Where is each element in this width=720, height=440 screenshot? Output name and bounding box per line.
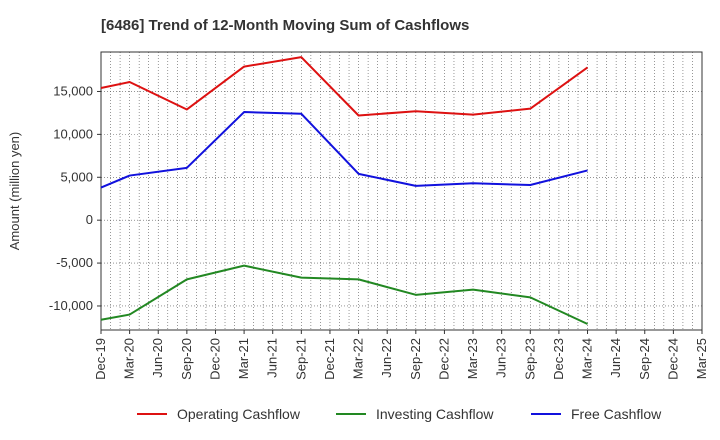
x-tick-label: Jun-24 [608,338,623,378]
x-tick-label: Sep-23 [522,338,537,380]
x-tick-label: Jun-20 [150,338,165,378]
x-tick-label: Jun-23 [494,338,509,378]
y-tick-label: -5,000 [56,255,93,270]
x-tick-label: Mar-23 [465,338,480,379]
legend-label: Free Cashflow [571,406,662,422]
x-tick-label: Dec-22 [436,338,451,380]
x-tick-label: Jun-21 [265,338,280,378]
legend-label: Operating Cashflow [177,406,301,422]
x-tick-label: Mar-21 [236,338,251,379]
y-tick-label: 0 [86,212,93,227]
x-tick-label: Dec-20 [207,338,222,380]
x-tick-label: Mar-24 [580,338,595,379]
y-tick-label: 5,000 [60,169,93,184]
y-tick-label: -10,000 [49,298,93,313]
legend-label: Investing Cashflow [376,406,494,422]
x-tick-label: Mar-20 [122,338,137,379]
legend: Operating Cashflow Investing Cashflow Free… [137,406,662,422]
x-tick-label: Sep-20 [179,338,194,380]
x-tick-label: Dec-19 [93,338,108,380]
y-tick-label: 15,000 [53,83,93,98]
x-tick-label: Sep-24 [637,338,652,380]
series-line-operating-cashflow [100,56,589,117]
x-tick-label: Dec-24 [665,338,680,380]
x-axis-ticks: Dec-19 Mar-20 Jun-20 Sep-20 Dec-20 Mar-21 Jun-… [93,330,709,380]
x-tick-label: Sep-21 [293,338,308,380]
plot-area-border [100,51,703,331]
grid-lines [100,52,702,330]
y-axis-ticks: 15,000 10,000 5,000 0 -5,000 -10,000 [49,83,101,313]
x-tick-label: Sep-22 [408,338,423,380]
x-tick-label: Mar-25 [694,338,709,379]
x-tick-label: Dec-21 [322,338,337,380]
chart-title: [6486] Trend of 12-Month Moving Sum of C… [101,17,469,34]
y-tick-label: 10,000 [53,126,93,141]
y-axis-label: Amount (million yen) [7,132,22,251]
series-line-free-cashflow [100,111,588,189]
series-line-investing-cashflow [100,264,588,325]
series-lines [100,56,589,325]
x-tick-label: Jun-22 [379,338,394,378]
x-tick-label: Mar-22 [351,338,366,379]
x-tick-label: Dec-23 [551,338,566,380]
